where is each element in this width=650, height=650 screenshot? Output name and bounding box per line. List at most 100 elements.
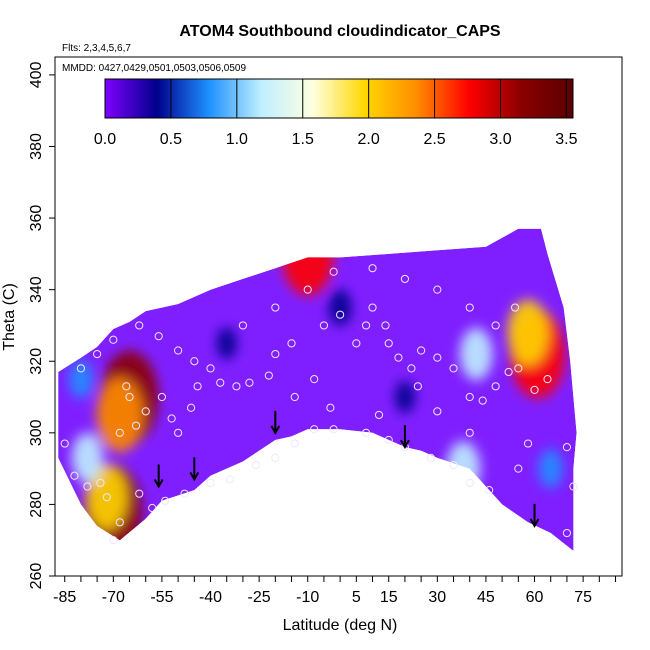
observation-point bbox=[449, 364, 458, 373]
observation-point bbox=[368, 303, 377, 312]
observation-points bbox=[60, 264, 578, 545]
observation-point bbox=[174, 346, 183, 355]
observation-point bbox=[413, 382, 422, 391]
observation-point bbox=[193, 382, 202, 391]
arrow-marker bbox=[400, 425, 410, 450]
observation-point bbox=[115, 428, 124, 437]
observation-point bbox=[368, 264, 377, 273]
observation-point bbox=[381, 321, 390, 330]
observation-point bbox=[83, 482, 92, 491]
observation-point bbox=[336, 310, 345, 319]
observation-point bbox=[562, 528, 572, 538]
observation-point bbox=[465, 303, 474, 312]
observation-point bbox=[190, 357, 199, 366]
observation-point bbox=[271, 453, 280, 462]
observation-point bbox=[361, 428, 371, 437]
field-cell bbox=[68, 359, 94, 399]
x-tick-label: 45 bbox=[477, 589, 495, 606]
observation-point bbox=[76, 364, 86, 373]
observation-point bbox=[232, 382, 241, 391]
observation-point bbox=[523, 439, 533, 448]
observation-point bbox=[287, 339, 296, 348]
x-tick-label: -55 bbox=[150, 589, 173, 606]
x-tick-label: -70 bbox=[102, 589, 125, 606]
y-tick-label: 340 bbox=[28, 276, 45, 303]
y-tick-label: 280 bbox=[28, 491, 45, 518]
x-tick-label: 60 bbox=[526, 589, 544, 606]
observation-point bbox=[449, 460, 458, 470]
observation-point bbox=[478, 396, 487, 405]
observation-point bbox=[352, 339, 361, 348]
observation-point bbox=[290, 439, 299, 448]
observation-point bbox=[407, 364, 416, 373]
x-tick-label: -85 bbox=[53, 589, 76, 606]
observation-point bbox=[148, 503, 157, 513]
colorbar-tick-label: 3.5 bbox=[555, 131, 577, 148]
observation-point bbox=[109, 335, 118, 344]
y-tick-label: 360 bbox=[28, 205, 45, 232]
y-tick-label: 380 bbox=[28, 133, 45, 160]
observation-point bbox=[161, 496, 170, 505]
observation-point bbox=[96, 478, 105, 488]
observation-point bbox=[491, 321, 500, 330]
observation-point bbox=[361, 321, 371, 330]
colorbar-bar bbox=[104, 78, 574, 119]
y-tick-label: 260 bbox=[28, 563, 45, 590]
field-cell bbox=[216, 327, 237, 360]
y-tick-label: 300 bbox=[28, 419, 45, 446]
observation-point bbox=[135, 489, 144, 498]
arrow-marker bbox=[270, 410, 281, 435]
observation-point bbox=[141, 407, 150, 416]
observation-point bbox=[115, 518, 124, 527]
observation-point bbox=[433, 353, 442, 362]
observation-point bbox=[154, 332, 163, 341]
field-cell bbox=[507, 299, 549, 366]
observation-point bbox=[510, 303, 520, 312]
field-cell bbox=[446, 441, 481, 496]
observation-point bbox=[465, 478, 474, 488]
field-base bbox=[58, 228, 577, 551]
observation-point bbox=[102, 493, 111, 502]
field-cell bbox=[328, 289, 352, 326]
observation-point bbox=[225, 475, 235, 484]
observation-point bbox=[93, 349, 102, 359]
y-tick-label: 320 bbox=[28, 348, 45, 375]
observation-point bbox=[70, 471, 79, 480]
x-tick-label: 75 bbox=[574, 589, 592, 606]
observation-point bbox=[174, 428, 183, 437]
observation-point bbox=[326, 403, 335, 412]
observation-point bbox=[245, 378, 254, 387]
observation-point bbox=[465, 428, 474, 437]
observation-point bbox=[569, 482, 578, 491]
plot-frame bbox=[54, 56, 623, 577]
observation-point bbox=[251, 460, 260, 470]
observation-point bbox=[329, 425, 338, 434]
y-axis-label: Theta (C) bbox=[1, 283, 18, 351]
y-tick-label: 400 bbox=[28, 61, 45, 88]
observation-point bbox=[157, 392, 167, 402]
observation-point bbox=[303, 285, 312, 294]
field-cell bbox=[86, 464, 128, 531]
colorbar: 0.0 0.5 1.0 1.5 2.0 2.5 3.0 3.5 bbox=[94, 78, 578, 148]
observation-point bbox=[186, 403, 196, 412]
x-tick-label: 30 bbox=[428, 589, 446, 606]
arrow-marker bbox=[153, 464, 164, 489]
observation-point bbox=[530, 385, 539, 394]
arrow-marker bbox=[189, 457, 200, 482]
observation-point bbox=[122, 382, 131, 391]
colorbar-tick-label: 0.5 bbox=[160, 131, 182, 148]
colorbar-tick-label: 3.0 bbox=[489, 131, 511, 148]
colorbar-tick-label: 1.0 bbox=[226, 131, 248, 148]
observation-point bbox=[384, 339, 393, 348]
observation-point bbox=[491, 382, 500, 391]
field-cell bbox=[96, 377, 144, 453]
colorbar-tick-label: 0.0 bbox=[94, 131, 116, 148]
flight-arrows bbox=[153, 410, 540, 528]
observation-point bbox=[271, 303, 280, 312]
field-cell bbox=[538, 449, 563, 489]
observation-point bbox=[394, 353, 403, 362]
observation-point bbox=[433, 407, 442, 416]
x-tick-label: -10 bbox=[296, 589, 319, 606]
observation-point bbox=[400, 274, 410, 284]
